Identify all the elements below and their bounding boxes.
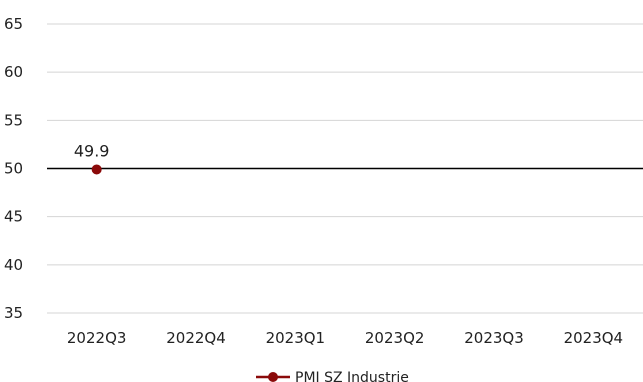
y-tick-label: 45: [4, 208, 23, 226]
y-axis-ticks: 35 40 45 50 55 60 65: [4, 15, 23, 322]
x-tick-label: 2023Q4: [564, 329, 624, 347]
x-tick-label: 2023Q3: [464, 329, 524, 347]
y-tick-label: 50: [4, 160, 23, 178]
x-axis-ticks: 2022Q3 2022Q4 2023Q1 2023Q2 2023Q3 2023Q4: [67, 329, 623, 347]
x-tick-label: 2023Q1: [266, 329, 326, 347]
series-group: 49.9: [74, 141, 110, 175]
y-tick-label: 55: [4, 111, 23, 129]
x-tick-label: 2022Q3: [67, 329, 127, 347]
legend: PMI SZ Industrie: [256, 370, 409, 382]
gridlines: [47, 23, 643, 314]
y-tick-label: 40: [4, 256, 23, 274]
data-label: 49.9: [74, 141, 110, 160]
y-tick-label: 60: [4, 63, 23, 81]
data-point: [91, 164, 102, 175]
x-tick-label: 2023Q2: [365, 329, 425, 347]
x-tick-label: 2022Q4: [166, 329, 226, 347]
y-tick-label: 65: [4, 15, 23, 33]
legend-marker-icon: [268, 372, 278, 382]
legend-label: PMI SZ Industrie: [295, 370, 409, 382]
y-tick-label: 35: [4, 304, 23, 322]
